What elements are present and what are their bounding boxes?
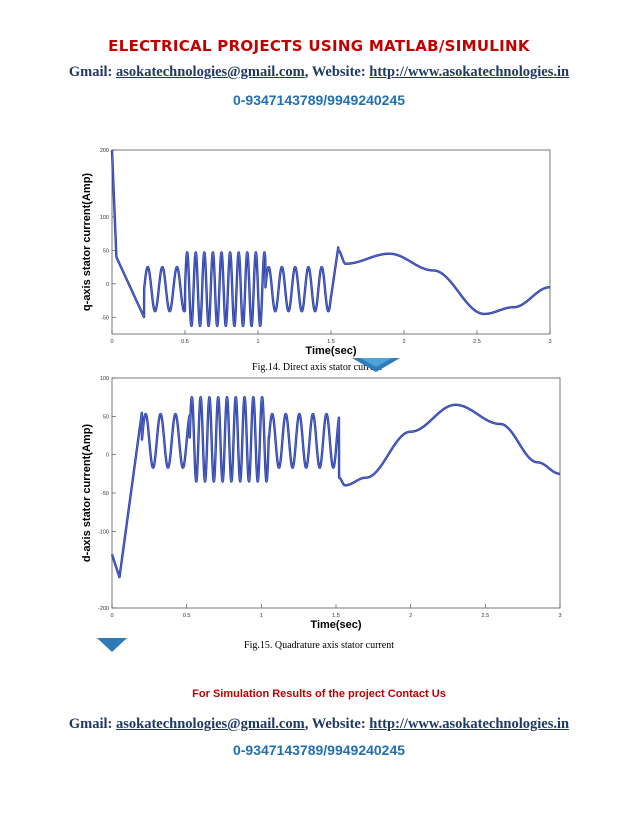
x-axis-label: Time(sec) (305, 345, 356, 357)
y-tick-label: 100 (100, 376, 109, 382)
x-tick-label: 0.5 (183, 613, 191, 619)
x-tick-label: 1.5 (332, 613, 340, 619)
y-tick-label: -50 (101, 491, 109, 497)
figure-15-caption: Fig.15. Quadrature axis stator current (244, 640, 394, 651)
page-title: Electrical Projects Using Matlab/Simulin… (108, 37, 530, 55)
q-axis-current-chart: 0 0.5 1 1.5 2 2.5 3 200 100 50 0 -50 Time(sec) q-axis… (81, 148, 552, 357)
footer-contact-line: Gmail: asokatechnologies@gmail.com, Webs… (0, 716, 638, 733)
gmail-label: Gmail: (68, 716, 117, 732)
contact-note: For Simulation Results of the project Co… (192, 688, 446, 700)
watermark-arrow-icon (352, 358, 400, 372)
footer-phone: 0-9347143789/9949240245 (232, 742, 406, 758)
x-tick-label: 1.5 (327, 339, 335, 345)
x-tick-label: 3 (558, 613, 561, 619)
x-tick-label: 0 (110, 339, 113, 345)
y-axis-label: q-axis stator current(Amp) (81, 173, 93, 311)
watermark-arrow-icon (97, 638, 127, 652)
x-tick-label: 3 (548, 339, 551, 345)
x-tick-label: 2 (402, 339, 405, 345)
y-tick-label: -100 (98, 529, 109, 535)
plot-frame (111, 377, 561, 609)
y-tick-label: -200 (98, 606, 109, 612)
x-tick-label: 2 (409, 613, 412, 619)
website-link[interactable]: http://www.asokatechnologies.in (369, 716, 570, 732)
x-tick-label: 2.5 (482, 613, 490, 619)
y-tick-label: 200 (100, 148, 109, 154)
x-tick-label: 1 (256, 339, 259, 345)
website-label: , Website: (304, 716, 370, 732)
y-tick-label: 100 (100, 215, 109, 221)
header-phone: 0-9347143789/9949240245 (232, 92, 406, 108)
x-tick-label: 1 (260, 613, 263, 619)
y-tick-label: -50 (101, 315, 109, 321)
y-tick-label: 50 (103, 248, 109, 254)
x-axis-label: Time(sec) (310, 619, 361, 631)
gmail-label: Gmail: (68, 64, 117, 80)
plot-frame (111, 149, 551, 335)
x-tick-label: 0 (110, 613, 113, 619)
y-tick-label: 0 (106, 453, 109, 459)
x-tick-label: 2.5 (473, 339, 481, 345)
header-contact-line: Gmail: asokatechnologies@gmail.com, Webs… (0, 64, 638, 81)
series-line-highlight (111, 396, 560, 579)
y-tick-label: 50 (103, 414, 109, 420)
y-axis-label: d-axis stator current(Amp) (81, 424, 93, 562)
website-label: , Website: (304, 64, 370, 80)
email-link[interactable]: asokatechnologies@gmail.com (116, 64, 305, 80)
d-axis-current-chart: 0 0.5 1 1.5 2 2.5 3 100 50 0 -50 -100 -200 Time(sec) d… (81, 376, 562, 631)
series-line-highlight (111, 149, 550, 327)
y-tick-label: 0 (106, 282, 109, 288)
email-link[interactable]: asokatechnologies@gmail.com (116, 716, 305, 732)
figure-14-caption: Fig.14. Direct axis stator current (252, 362, 382, 373)
website-link[interactable]: http://www.asokatechnologies.in (369, 64, 570, 80)
x-tick-label: 0.5 (181, 339, 189, 345)
